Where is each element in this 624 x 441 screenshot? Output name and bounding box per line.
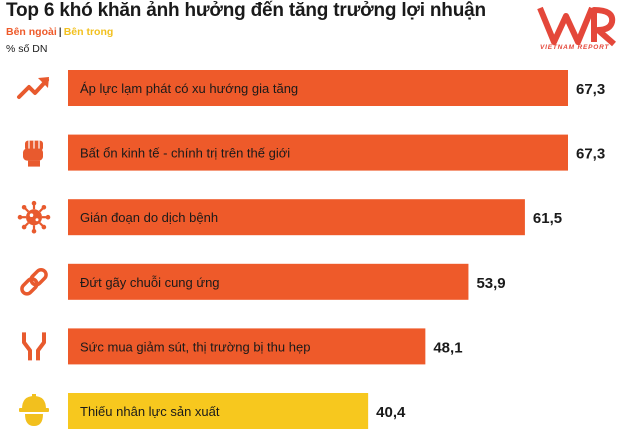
bar-4 [68,263,469,300]
category-label: Sức mua giảm sút, thị trường bị thu hẹp [80,339,310,354]
brand-logo [537,6,616,47]
value-label: 40,4 [376,404,406,421]
bar-6 [68,393,369,429]
bar-3 [68,199,525,236]
legend-internal: Bên trong [63,26,114,38]
virus-icon [17,200,51,234]
fist-icon [23,140,43,167]
value-label: 53,9 [476,275,505,292]
brand-name: VIETNAM REPORT [540,44,610,51]
category-label: Thiếu nhân lực sản xuất [80,404,220,419]
worker-helmet-icon [19,394,49,426]
bar-5 [68,328,426,365]
category-label: Đứt gãy chuỗi cung ứng [80,275,220,290]
bar-2 [68,134,568,171]
category-label: Áp lực lạm phát có xu hướng gia tăng [80,81,298,96]
bar-1 [68,70,568,106]
trend-up-icon [17,77,49,99]
value-label: 48,1 [433,339,462,356]
value-label: 61,5 [533,210,562,227]
chart-title: Top 6 khó khăn ảnh hưởng đến tăng trưởng… [6,0,486,21]
legend: Bên ngoài | Bên trong [6,26,113,38]
broken-chain-icon [20,267,48,296]
narrowing-road-icon [22,332,46,361]
category-label: Gián đoạn do dịch bệnh [80,210,218,225]
value-label: 67,3 [576,146,605,163]
category-label: Bất ổn kinh tế - chính trị trên thế giới [80,146,290,161]
legend-external: Bên ngoài [6,26,57,38]
unit-label: % số DN [6,43,48,55]
legend-separator: | [58,26,62,38]
value-label: 67,3 [576,81,605,98]
